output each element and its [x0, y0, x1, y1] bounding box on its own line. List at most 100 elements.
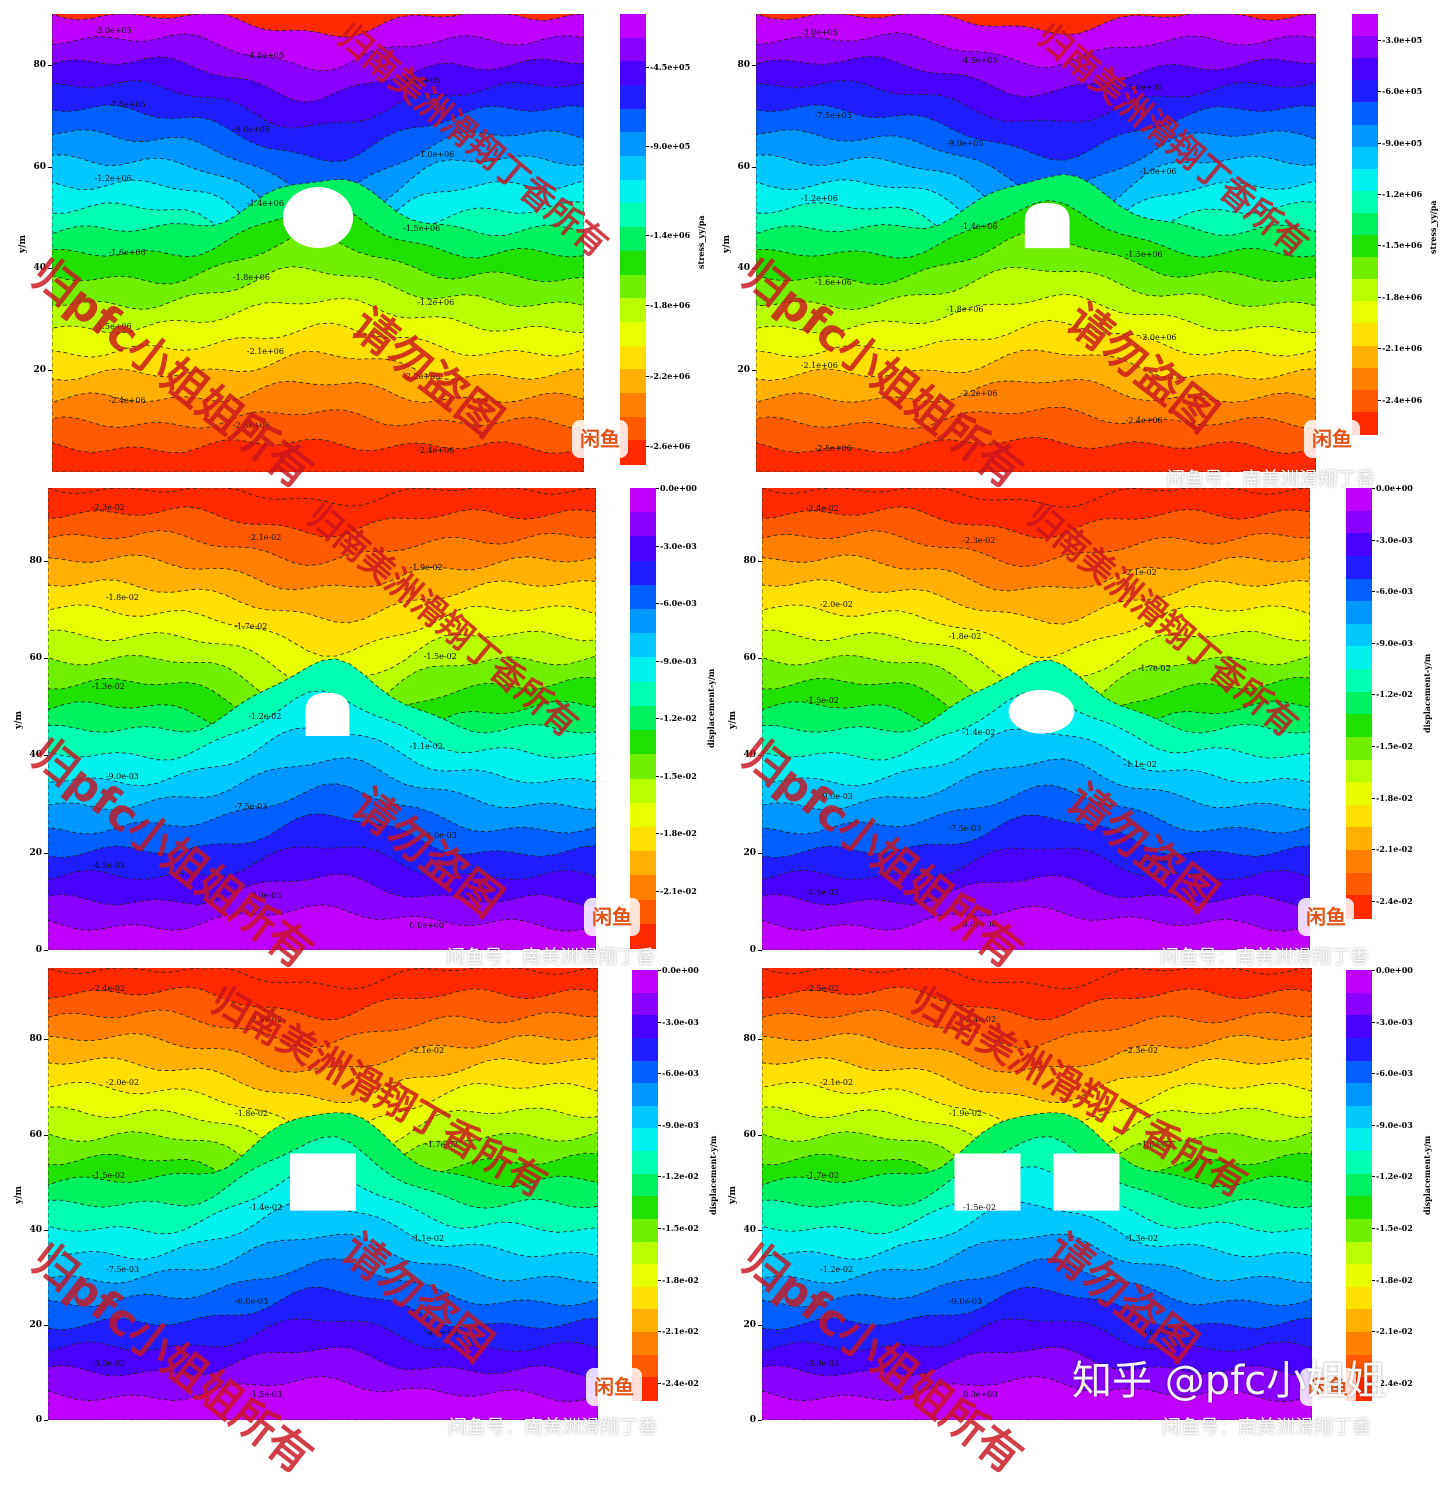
colorbar-swatch: [630, 681, 656, 707]
y-tick-mark: [44, 950, 48, 951]
contour-label: -3.0e-03: [92, 1359, 126, 1369]
colorbar-tick-label: -2.2e+06: [650, 370, 691, 381]
y-tick-mark: [758, 560, 762, 562]
contour-label: -3.0e-03: [248, 891, 282, 901]
contour-label: -1.1e-02: [1123, 760, 1157, 769]
y-tick-mark: [758, 950, 762, 951]
y-tick-mark: [758, 1229, 762, 1231]
contour-label: -2.4e-02: [805, 504, 839, 513]
contour-label: -9.0e-03: [105, 771, 139, 781]
contour-label: -1.0e+06: [1139, 166, 1177, 176]
colorbar-swatch: [630, 875, 656, 901]
y-tick-label: 60: [737, 161, 750, 172]
colorbar-tick-label: -1.2e-02: [660, 713, 697, 723]
colorbar-tick-mark: [1372, 1124, 1375, 1126]
colorbar-swatch: [1352, 58, 1378, 81]
colorbar-tick-label: -9.0e-03: [660, 655, 697, 666]
colorbar-swatch: [630, 633, 656, 659]
colorbar-tick-mark: [1378, 245, 1381, 247]
colorbar-swatch: [1352, 257, 1378, 280]
contour-label: -1.2e+06: [800, 194, 838, 204]
colorbar-tick-mark: [658, 970, 661, 971]
colorbar-swatch: [620, 369, 646, 394]
tunnel-opening: [954, 1153, 1021, 1211]
y-tick-label: 60: [29, 653, 42, 664]
colorbar-swatch: [630, 826, 656, 852]
colorbar-label: displacement-y/m: [708, 1135, 718, 1215]
colorbar-tick-label: -2.4e+06: [1382, 394, 1423, 405]
colorbar-tick-mark: [1378, 296, 1381, 298]
contour-label: -1.7e-02: [234, 622, 268, 632]
colorbar-tick-label: 0.0e+00: [1376, 483, 1413, 493]
contour-label: -9.0e+05: [946, 138, 984, 148]
colorbar-tick-mark: [646, 305, 649, 307]
tunnel-opening: [1024, 202, 1070, 249]
colorbar-swatch: [1346, 646, 1372, 670]
colorbar-swatch: [632, 1241, 658, 1265]
colorbar-tick-label: -1.8e+06: [650, 300, 691, 311]
contour-band: [52, 438, 584, 472]
colorbar-tick-mark: [1372, 488, 1375, 489]
colorbar-swatch: [1346, 1173, 1372, 1197]
contour-label: -1.6e+06: [814, 277, 852, 287]
y-tick-label: 40: [743, 1224, 756, 1235]
colorbar-tick-label: -3.0e-03: [1376, 534, 1413, 545]
contour-label: -7.5e-03: [948, 824, 982, 833]
colorbar-tick-label: -2.4e-02: [1376, 1377, 1413, 1388]
colorbar-tick-mark: [1378, 142, 1381, 144]
y-axis-label: y/m: [728, 1185, 738, 1204]
colorbar-tick-label: -1.5e-02: [1376, 741, 1413, 751]
y-axis: 20 40 60 80: [712, 14, 756, 472]
colorbar-swatch: [632, 1060, 658, 1084]
xianyu-logo: 闲鱼: [584, 898, 640, 936]
contour-field: [48, 968, 598, 1420]
contour-label: -2.3e-02: [1125, 1046, 1159, 1056]
colorbar-tick-label: -1.2e-02: [1376, 1171, 1413, 1182]
contour-label: -1.6e+06: [108, 248, 146, 258]
xianyu-id-watermark: 闲鱼号：南美洲滑翔丁香: [446, 946, 656, 968]
contour-label: -1.2e-02: [820, 1265, 854, 1275]
contour-label: -4.5e+05: [246, 51, 284, 60]
contour-label: -1.3e-02: [1125, 1233, 1159, 1243]
y-tick-mark: [752, 370, 756, 372]
contour-label: -2.2e+06: [403, 371, 441, 381]
xianyu-id-watermark: 闲鱼号：南美洲滑翔丁香: [448, 1416, 658, 1438]
colorbar-swatch: [632, 1128, 658, 1152]
colorbar-tick-label: -9.0e-03: [1376, 1119, 1413, 1130]
contour-label: -1.8e-02: [105, 592, 139, 602]
y-tick-mark: [44, 1420, 48, 1421]
colorbar-swatch: [1346, 970, 1372, 994]
colorbar-swatch: [632, 1173, 658, 1197]
colorbar-tick-mark: [658, 1279, 661, 1281]
y-tick-label: 80: [743, 1034, 756, 1045]
y-tick-mark: [758, 1324, 762, 1326]
contour-label: -3.0e-03: [806, 1359, 840, 1369]
colorbar-swatch: [1346, 1105, 1372, 1129]
contour-label: -1.5e-02: [963, 1202, 997, 1212]
y-tick-mark: [758, 1039, 762, 1041]
contour-label: -2.0e-02: [819, 600, 853, 609]
colorbar-swatch: [1346, 1286, 1372, 1311]
contour-label: 0.0e+00: [962, 920, 997, 929]
tunnel-opening: [290, 1153, 356, 1211]
contour-label: -2.1e+06: [800, 360, 838, 370]
y-tick-label: 0: [749, 1415, 756, 1425]
y-axis-label: y/m: [722, 234, 732, 253]
colorbar-swatch: [632, 1218, 658, 1243]
contour-label: -1.5e-02: [92, 1171, 126, 1181]
contour-band: [762, 905, 1310, 950]
contour-label: -1.2e+06: [94, 174, 132, 184]
contour-field: [756, 14, 1316, 472]
y-tick-label: 20: [737, 365, 750, 376]
colorbar-swatch: [1352, 279, 1378, 302]
y-tick-label: 20: [33, 365, 46, 376]
colorbar-swatch: [1346, 804, 1372, 829]
colorbar-tick-mark: [1378, 194, 1381, 195]
contour-label: -3.0e+05: [94, 26, 132, 36]
tunnel-opening: [305, 692, 350, 737]
contour-label: -7.5e-03: [234, 801, 268, 811]
colorbar-tick-mark: [658, 1331, 661, 1333]
colorbar-swatch: [632, 1309, 658, 1333]
colorbar-tick-mark: [1372, 1021, 1375, 1023]
colorbar-tick-mark: [646, 234, 649, 236]
